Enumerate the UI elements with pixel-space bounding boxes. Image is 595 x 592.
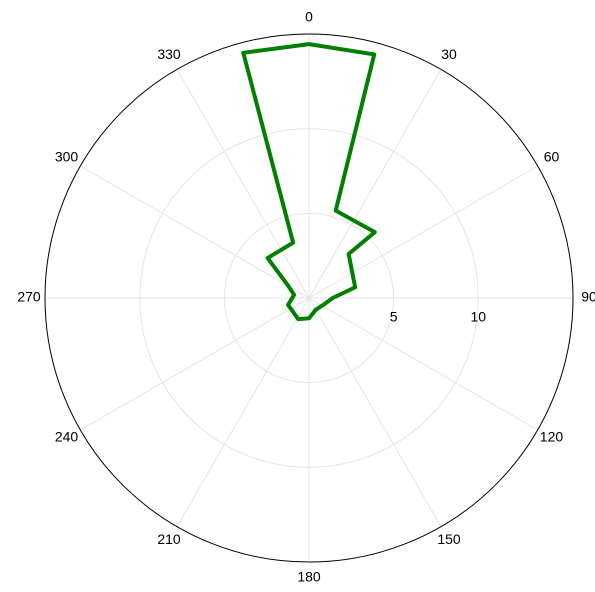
angle-grid-line	[80, 165, 310, 299]
angle-tick-label: 240	[55, 429, 79, 445]
angle-tick-label: 300	[55, 149, 79, 165]
radial-tick-label: 5	[390, 309, 398, 325]
angle-grid-line	[308, 69, 442, 299]
angle-tick-label: 330	[157, 46, 181, 62]
radial-grid-circle	[223, 212, 395, 384]
angle-tick-label: 90	[581, 289, 595, 305]
data-line	[241, 42, 377, 322]
outer-circle	[44, 33, 574, 563]
angle-tick-label: 150	[437, 531, 461, 547]
radial-grid-circle	[139, 128, 479, 468]
angle-grid-line	[308, 165, 538, 299]
angle-grid-line	[80, 297, 310, 431]
angle-tick-label: 60	[544, 149, 560, 165]
angle-grid-line	[176, 69, 310, 299]
radial-tick-label: 10	[470, 309, 486, 325]
angle-grid-line	[308, 297, 442, 527]
angle-tick-label: 270	[17, 289, 41, 305]
angle-tick-label: 120	[540, 429, 564, 445]
angle-tick-label: 0	[305, 9, 313, 25]
angle-tick-label: 180	[297, 569, 321, 585]
angle-tick-label: 210	[157, 531, 181, 547]
angle-tick-label: 30	[441, 46, 457, 62]
angle-grid-line	[176, 297, 310, 527]
angle-grid-line	[308, 297, 538, 431]
